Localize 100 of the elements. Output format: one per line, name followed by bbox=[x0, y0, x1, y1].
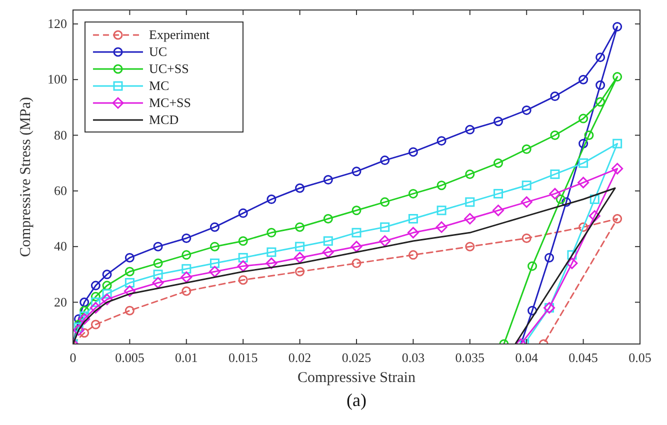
point bbox=[182, 264, 192, 274]
point bbox=[102, 289, 112, 299]
point bbox=[153, 270, 163, 280]
point bbox=[102, 280, 112, 290]
point bbox=[124, 266, 134, 276]
point bbox=[238, 275, 248, 285]
point bbox=[380, 222, 390, 232]
point bbox=[612, 162, 624, 174]
x-tick-label: 0.02 bbox=[288, 350, 312, 365]
point bbox=[352, 166, 362, 176]
legend-label: MC bbox=[149, 78, 170, 93]
legend-label: MC+SS bbox=[149, 95, 192, 110]
point bbox=[124, 278, 134, 288]
point bbox=[237, 260, 249, 272]
point bbox=[80, 311, 90, 321]
point bbox=[266, 228, 276, 238]
y-axis-title: Compressive Stress (MPa) bbox=[18, 97, 34, 257]
point bbox=[238, 236, 248, 246]
point bbox=[102, 270, 112, 280]
x-tick-label: 0.015 bbox=[228, 350, 258, 365]
point bbox=[380, 197, 390, 207]
point bbox=[124, 306, 134, 316]
point bbox=[266, 247, 276, 257]
legend-label: Experiment bbox=[149, 27, 210, 42]
point bbox=[464, 213, 476, 224]
point bbox=[266, 194, 276, 204]
point bbox=[494, 188, 503, 198]
point bbox=[90, 292, 100, 302]
point bbox=[556, 194, 566, 204]
y-tick-label: 40 bbox=[54, 238, 67, 254]
x-tick-label: 0.04 bbox=[515, 350, 538, 365]
point bbox=[153, 258, 163, 268]
point bbox=[210, 242, 220, 252]
point bbox=[352, 228, 362, 238]
point bbox=[528, 261, 538, 271]
point bbox=[182, 286, 192, 296]
point bbox=[522, 180, 532, 190]
point bbox=[522, 144, 532, 154]
point bbox=[549, 188, 561, 200]
point bbox=[465, 169, 475, 179]
point bbox=[124, 285, 136, 297]
point bbox=[294, 252, 306, 264]
point bbox=[90, 298, 100, 307]
point bbox=[323, 175, 333, 185]
point bbox=[578, 138, 588, 148]
x-tick-label: 0.005 bbox=[115, 350, 144, 365]
point bbox=[295, 222, 305, 232]
point bbox=[182, 250, 192, 260]
point bbox=[408, 147, 418, 157]
point bbox=[578, 74, 588, 84]
point bbox=[522, 233, 532, 243]
point bbox=[295, 242, 305, 252]
y-tick-label: 60 bbox=[54, 182, 67, 198]
point bbox=[436, 180, 446, 190]
point bbox=[90, 320, 100, 330]
point bbox=[436, 136, 446, 146]
point bbox=[322, 246, 334, 258]
point bbox=[596, 97, 606, 107]
x-tick-label: 0.035 bbox=[455, 350, 485, 365]
point bbox=[596, 52, 606, 62]
x-tick-label: 0 bbox=[70, 350, 76, 365]
point bbox=[90, 280, 100, 290]
point bbox=[210, 222, 220, 232]
point bbox=[578, 176, 590, 188]
point bbox=[465, 197, 475, 207]
y-tick-label: 80 bbox=[54, 127, 67, 142]
x-tick-label: 0.045 bbox=[568, 350, 598, 365]
point bbox=[612, 22, 622, 32]
point bbox=[528, 306, 538, 316]
point bbox=[550, 92, 560, 102]
point bbox=[74, 322, 84, 332]
y-tick-label: 100 bbox=[48, 72, 67, 87]
point bbox=[152, 277, 164, 289]
point bbox=[352, 258, 362, 268]
point bbox=[266, 258, 278, 270]
point bbox=[153, 242, 163, 252]
point bbox=[238, 208, 248, 218]
point bbox=[408, 188, 418, 198]
point bbox=[550, 169, 560, 179]
point bbox=[588, 210, 600, 222]
point bbox=[80, 306, 90, 316]
point bbox=[494, 116, 503, 126]
point bbox=[78, 313, 90, 325]
point bbox=[436, 206, 446, 216]
point bbox=[465, 242, 475, 252]
point bbox=[101, 294, 113, 306]
point bbox=[465, 124, 475, 134]
point bbox=[323, 236, 333, 246]
point bbox=[596, 80, 606, 90]
point bbox=[323, 214, 333, 224]
point bbox=[80, 298, 90, 307]
x-tick-label: 0.025 bbox=[342, 350, 372, 365]
point bbox=[544, 252, 554, 262]
point bbox=[578, 222, 588, 232]
point bbox=[80, 328, 90, 338]
point bbox=[180, 271, 192, 283]
legend-label: UC bbox=[149, 44, 168, 59]
point bbox=[522, 105, 532, 115]
x-tick-label: 0.01 bbox=[175, 350, 198, 365]
point bbox=[295, 183, 305, 193]
